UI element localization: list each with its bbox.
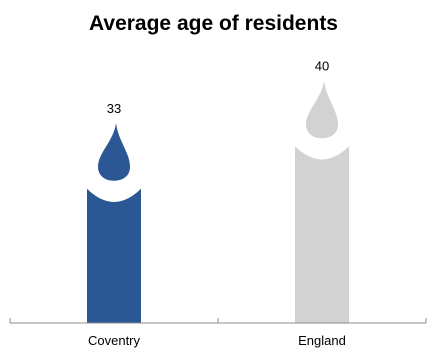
- chart-title: Average age of residents: [89, 12, 338, 35]
- x-tick-label: England: [298, 333, 346, 348]
- bars-group: [87, 80, 349, 323]
- candle-bar-body: [295, 146, 349, 323]
- candle-bar-flame: [306, 80, 338, 139]
- labels-group: 33 Coventry 40 England: [88, 58, 346, 348]
- candle-bar-flame: [98, 122, 130, 181]
- data-label: 40: [315, 58, 329, 73]
- data-label: 33: [107, 101, 121, 116]
- candle-bar-body: [87, 188, 141, 323]
- x-tick-label: Coventry: [88, 333, 141, 348]
